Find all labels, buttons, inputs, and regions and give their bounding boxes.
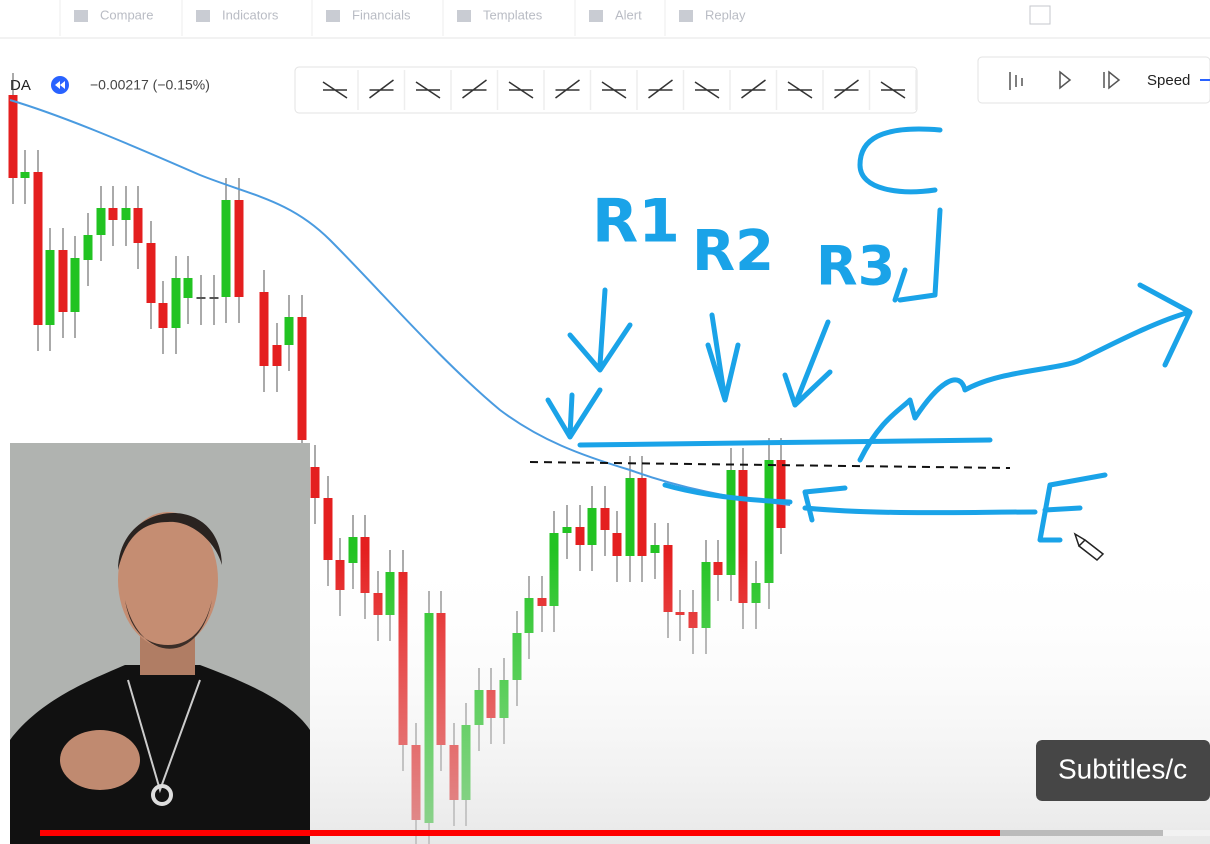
candle-body xyxy=(183,278,193,298)
drawing-tool[interactable] xyxy=(741,79,766,99)
candle-icon[interactable] xyxy=(1009,72,1023,90)
drawing-tool[interactable] xyxy=(787,81,813,99)
drawing-tool[interactable] xyxy=(601,81,627,99)
candle-body xyxy=(650,545,660,553)
candle-body xyxy=(45,250,55,325)
candle-body xyxy=(764,460,774,583)
candle-body xyxy=(70,258,80,312)
layout-icon xyxy=(1029,5,1051,25)
drawing-tool[interactable] xyxy=(508,81,534,99)
toolbar-icon[interactable] xyxy=(196,10,210,22)
drawing-tool[interactable] xyxy=(462,79,487,99)
toolbar-icon[interactable] xyxy=(589,10,603,22)
toolbar-items: Compare Indicators Financials Templates Aler… xyxy=(59,0,746,36)
step-button[interactable] xyxy=(1103,70,1121,90)
candle-body xyxy=(562,527,572,533)
candle-body xyxy=(637,478,647,556)
drawing-tool[interactable] xyxy=(648,79,673,99)
candle-body xyxy=(8,95,18,178)
candle-body xyxy=(575,527,585,545)
candle-body xyxy=(58,250,68,312)
annotation-r3: R3 xyxy=(816,235,895,298)
candle-body xyxy=(209,297,219,299)
toolbar-item[interactable]: Templates xyxy=(483,7,543,22)
toolbar-icon[interactable] xyxy=(74,10,88,22)
candle-body xyxy=(259,292,269,366)
candle-body xyxy=(133,208,143,243)
candle-body xyxy=(612,533,622,556)
subtitles-popup: Subtitles/c xyxy=(1036,740,1210,801)
hand-drawings xyxy=(545,126,1193,543)
play-button[interactable] xyxy=(1059,70,1072,90)
toolbar-item[interactable]: Replay xyxy=(705,7,746,22)
candle-body xyxy=(83,235,93,260)
candle-body xyxy=(738,470,748,603)
drawing-tool[interactable] xyxy=(369,79,394,99)
drawing-tool[interactable] xyxy=(694,81,720,99)
candle-body xyxy=(221,200,231,297)
buffered xyxy=(1000,830,1163,836)
price-change: −0.00217 (−0.15%) xyxy=(90,77,210,93)
drawing-tool[interactable] xyxy=(555,79,580,99)
candle-body xyxy=(284,317,294,345)
candle-body xyxy=(121,208,131,220)
progress-played xyxy=(40,830,1000,836)
candle-body xyxy=(158,303,168,328)
candle-body xyxy=(310,467,320,498)
candle-body xyxy=(108,208,118,220)
toolbar-item[interactable]: Indicators xyxy=(222,7,279,22)
toolbar-item[interactable]: Compare xyxy=(100,7,153,22)
webcam-video xyxy=(10,443,310,844)
drawing-tool[interactable] xyxy=(880,81,906,99)
drawing-tools xyxy=(322,70,917,110)
candle-body xyxy=(776,460,786,528)
candle-body xyxy=(600,508,610,530)
symbol: DA xyxy=(10,77,31,94)
annotation-r1: R1 xyxy=(592,187,680,257)
candle-body xyxy=(625,478,635,556)
annotation-r2: R2 xyxy=(692,219,774,284)
candle-body xyxy=(33,172,43,325)
candle-body xyxy=(146,243,156,303)
candle-body xyxy=(20,172,30,178)
candle-body xyxy=(196,297,206,299)
toolbar-icon[interactable] xyxy=(326,10,340,22)
candle-body xyxy=(272,345,282,366)
replay-toolbar xyxy=(977,56,1210,104)
speed-label[interactable]: Speed xyxy=(1147,72,1190,89)
candle-body xyxy=(587,508,597,545)
toolbar-item[interactable]: Alert xyxy=(615,7,642,22)
candle-body xyxy=(234,200,244,297)
drawing-tool[interactable] xyxy=(834,79,859,99)
subtitles-text: Subtitles/c xyxy=(1058,753,1187,784)
drawing-tool[interactable] xyxy=(415,81,441,99)
candle-body xyxy=(96,208,106,235)
dashed-line xyxy=(529,461,1011,469)
candle-body xyxy=(726,470,736,575)
moving-average xyxy=(9,99,791,506)
candle-body xyxy=(297,317,307,440)
candle-body xyxy=(171,278,181,328)
toolbar-icon[interactable] xyxy=(457,10,471,22)
drawing-tool[interactable] xyxy=(322,81,348,99)
toolbar-icon[interactable] xyxy=(679,10,693,22)
candle-body xyxy=(323,498,333,560)
toolbar-item[interactable]: Financials xyxy=(352,7,411,22)
